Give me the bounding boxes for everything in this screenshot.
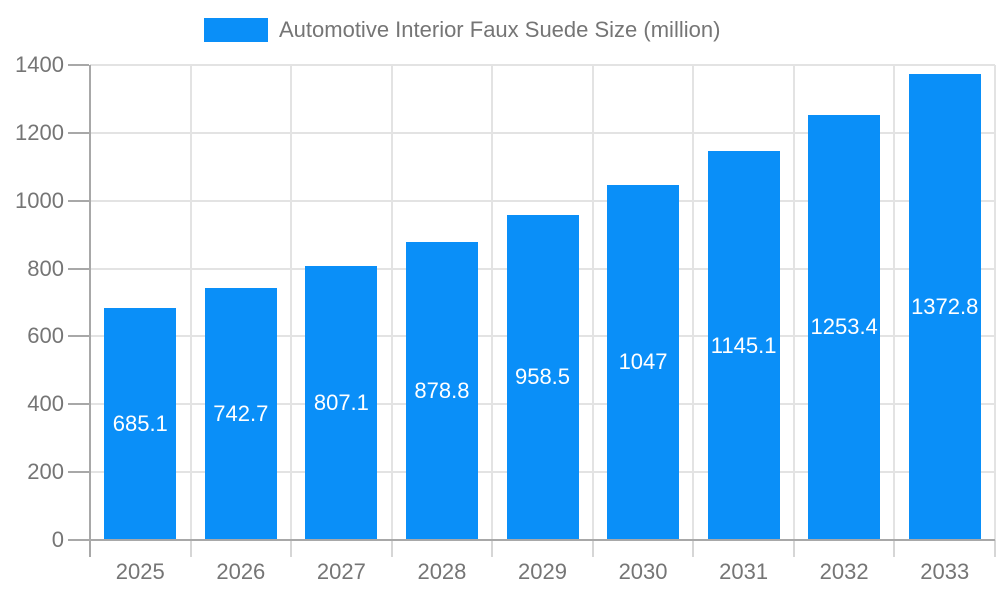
y-axis-label: 200: [27, 459, 64, 485]
bar-2028[interactable]: 878.8: [405, 241, 478, 540]
bar-value-label: 1145.1: [710, 332, 777, 358]
x-tick: [189, 540, 192, 557]
x-axis-label: 2025: [115, 559, 165, 584]
x-gridline: [189, 65, 192, 540]
x-axis-line: [68, 539, 995, 541]
x-tick: [591, 540, 594, 557]
x-gridline: [994, 65, 996, 540]
y-gridline: [90, 131, 995, 134]
bar-value-label: 685.1: [112, 410, 168, 436]
y-axis-label: 1000: [15, 187, 64, 213]
bar-2029[interactable]: 958.5: [506, 214, 579, 540]
x-tick: [994, 540, 996, 557]
x-axis-label: 2029: [518, 559, 567, 584]
y-tick: [68, 131, 89, 134]
y-tick: [68, 267, 89, 270]
x-gridline: [692, 65, 695, 540]
x-gridline: [792, 65, 795, 540]
y-axis-label: 1400: [15, 52, 64, 77]
x-gridline: [893, 65, 896, 540]
x-tick: [390, 540, 393, 557]
bar-2027[interactable]: 807.1: [305, 266, 378, 540]
x-tick: [893, 540, 896, 557]
legend-swatch: [204, 18, 268, 42]
x-axis-label: 2031: [719, 559, 769, 584]
bar-2025[interactable]: 685.1: [104, 307, 177, 540]
x-gridline: [290, 65, 293, 540]
bar-value-label: 878.8: [414, 377, 470, 403]
x-axis-label: 2026: [216, 559, 266, 584]
bar-2031[interactable]: 1145.1: [707, 151, 780, 540]
x-tick: [491, 540, 494, 557]
y-axis-label: 1200: [15, 119, 64, 145]
x-axis-label: 2028: [417, 559, 467, 584]
bar-2030[interactable]: 1047: [607, 184, 680, 540]
bar-2032[interactable]: 1253.4: [808, 114, 881, 540]
y-axis-label: 400: [27, 391, 64, 417]
x-axis-label: 2033: [920, 559, 970, 584]
bar-2033[interactable]: 1372.8: [908, 74, 981, 540]
x-gridline: [390, 65, 393, 540]
y-gridline: [90, 199, 995, 202]
x-gridline: [591, 65, 594, 540]
x-tick: [290, 540, 293, 557]
y-axis-line: [89, 65, 91, 557]
legend[interactable]: Automotive Interior Faux Suede Size (mil…: [204, 17, 720, 43]
y-tick: [68, 335, 89, 338]
x-tick: [792, 540, 795, 557]
x-tick: [692, 540, 695, 557]
x-axis-label: 2027: [316, 559, 366, 584]
y-gridline: [90, 64, 995, 66]
y-tick: [68, 471, 89, 474]
y-axis-label: 800: [27, 255, 64, 281]
y-axis-label: 600: [27, 323, 64, 349]
bar-value-label: 742.7: [213, 400, 269, 426]
bar-value-label: 807.1: [313, 390, 369, 416]
y-tick: [68, 199, 89, 202]
legend-label: Automotive Interior Faux Suede Size (mil…: [279, 17, 721, 42]
bar-value-label: 958.5: [514, 364, 571, 390]
y-tick: [68, 64, 89, 66]
x-gridline: [491, 65, 494, 540]
bar-value-label: 1253.4: [810, 314, 878, 340]
y-axis-label: 0: [51, 527, 64, 552]
bar-value-label: 1372.8: [911, 294, 979, 320]
y-tick: [68, 403, 89, 406]
bar-value-label: 1047: [618, 349, 668, 375]
x-axis-label: 2030: [618, 559, 668, 584]
bar-2026[interactable]: 742.7: [204, 288, 277, 540]
x-axis-label: 2032: [819, 559, 869, 584]
